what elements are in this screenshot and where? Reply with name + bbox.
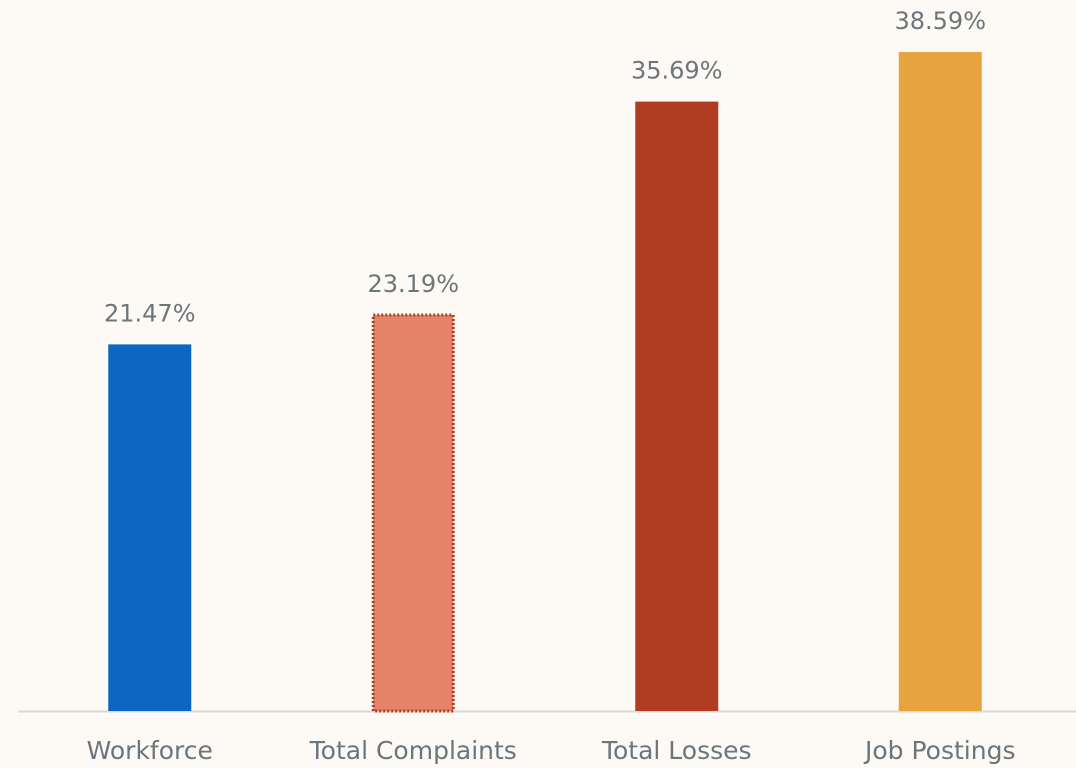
value-label: 38.59% — [894, 7, 986, 35]
x-tick-label: Total Complaints — [309, 736, 517, 765]
value-label: 35.69% — [631, 57, 723, 85]
bar — [108, 344, 192, 711]
bar — [371, 313, 455, 713]
value-label: 21.47% — [104, 299, 196, 327]
bar — [898, 52, 982, 712]
x-tick-label: Workforce — [87, 736, 213, 765]
value-label: 23.19% — [367, 270, 459, 298]
x-tick-label: Job Postings — [863, 736, 1015, 765]
bar — [635, 101, 719, 711]
x-tick-label: Total Losses — [601, 736, 752, 765]
